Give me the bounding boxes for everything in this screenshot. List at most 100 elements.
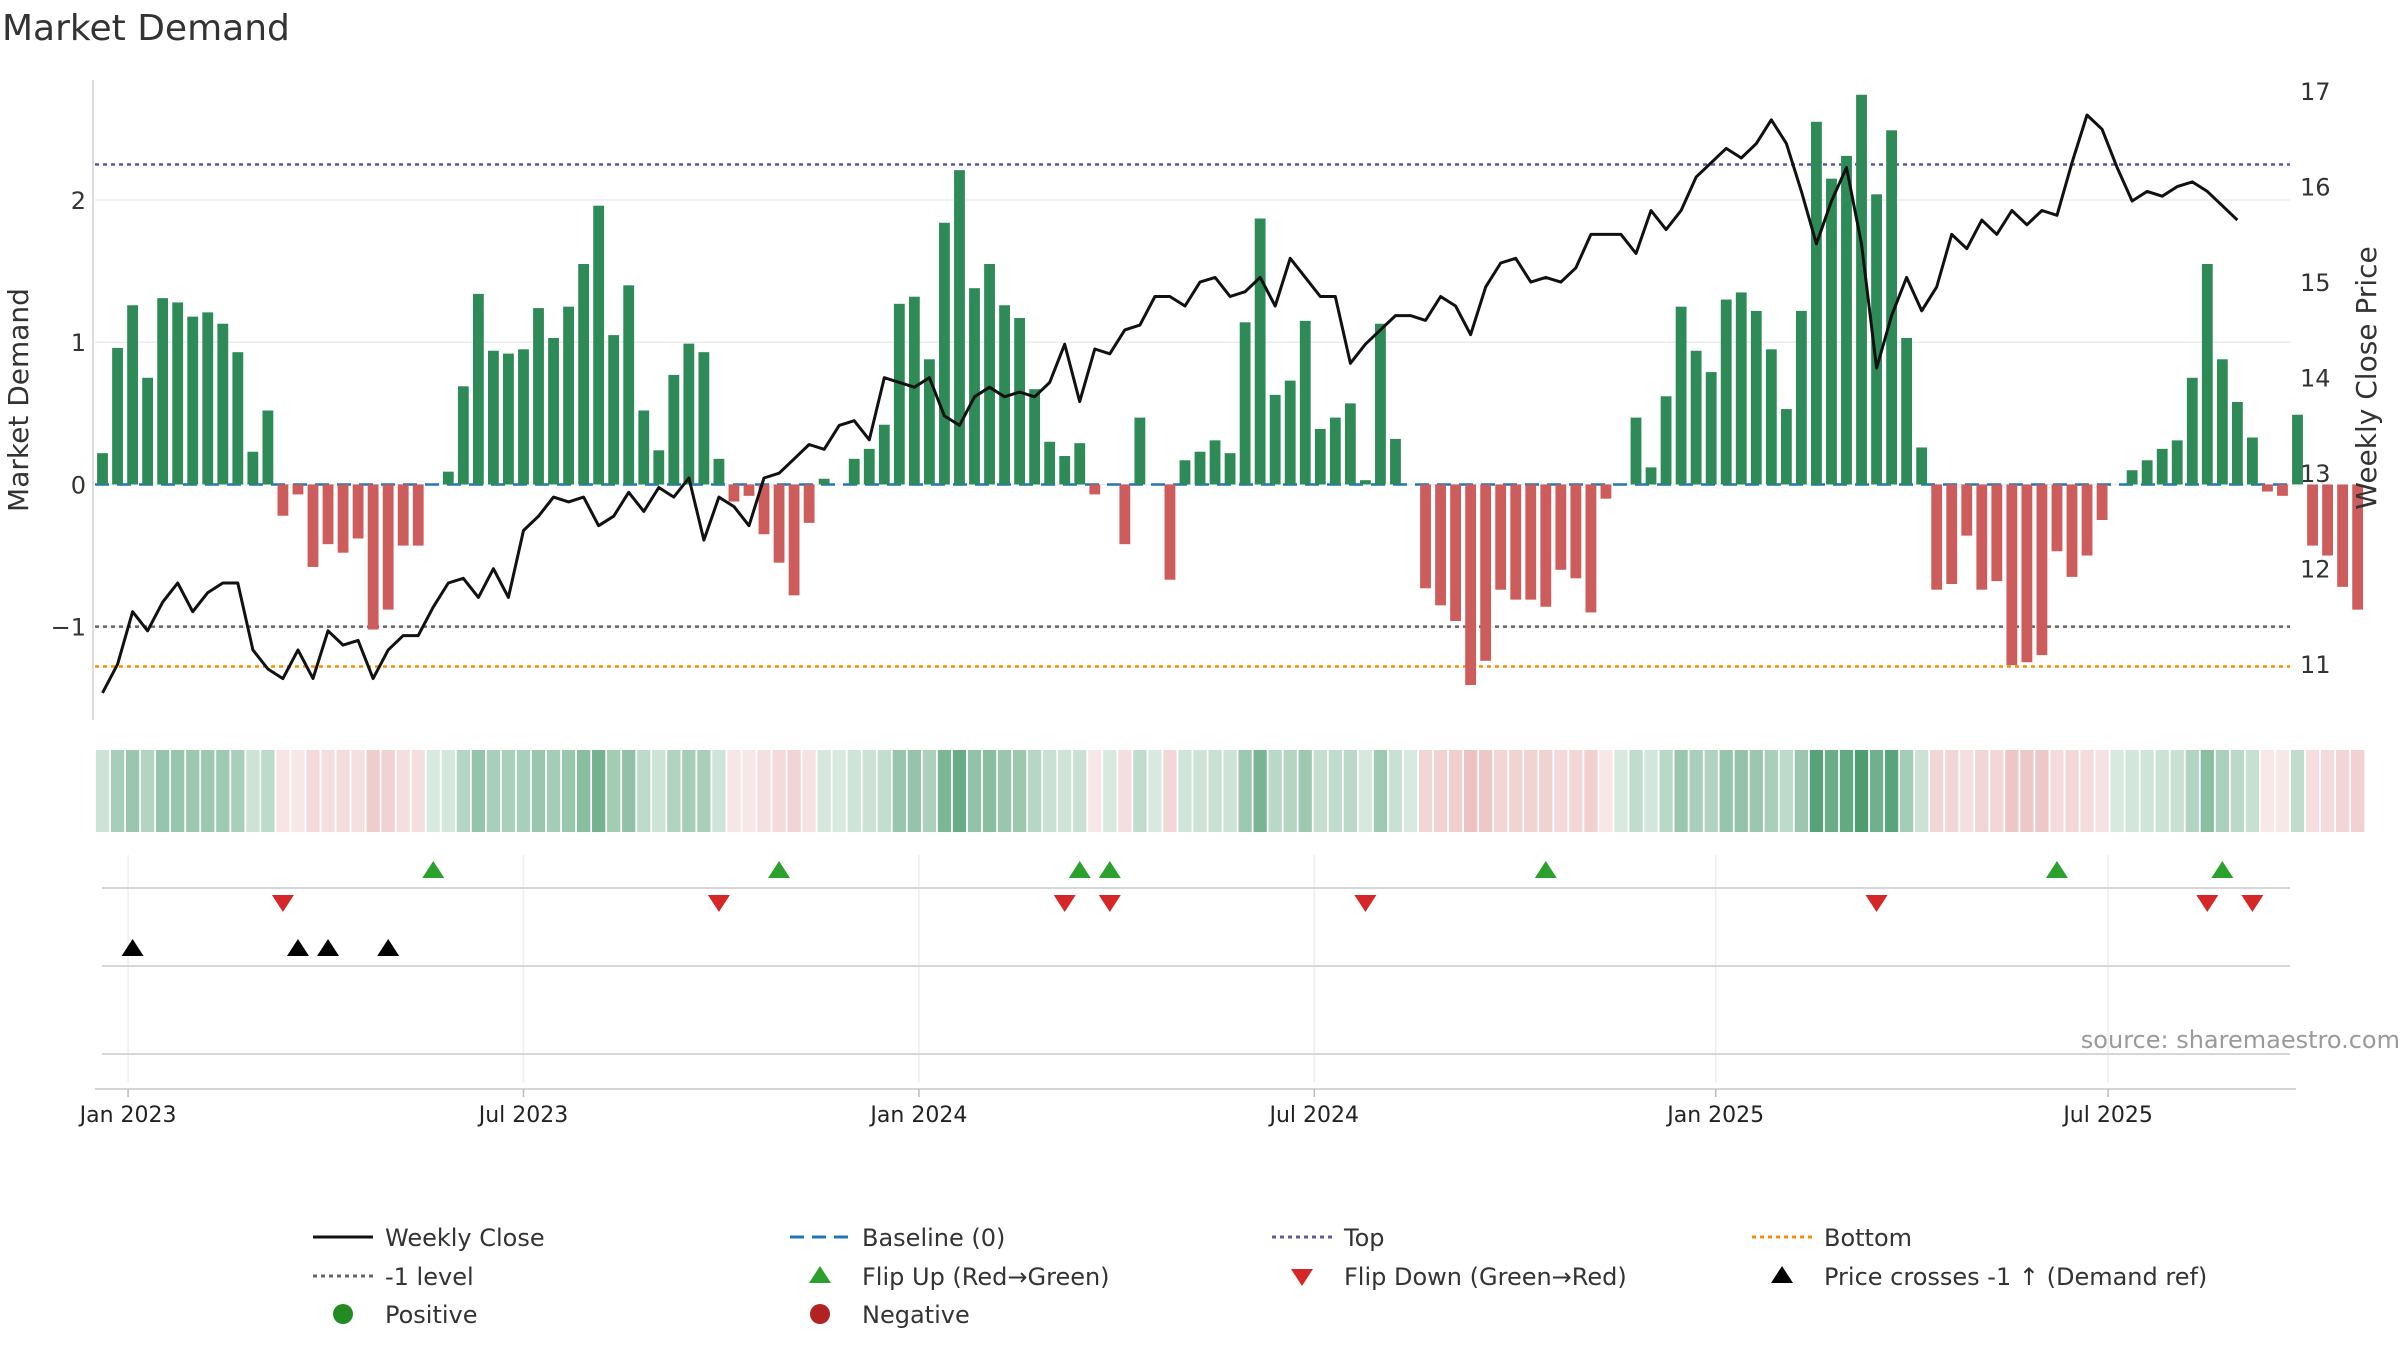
demand-heat-cell bbox=[456, 750, 470, 832]
date-tick-label: Jul 2025 bbox=[2061, 1103, 2153, 1128]
demand-heat-cell bbox=[937, 750, 952, 832]
demand-heat-cell bbox=[1058, 750, 1072, 832]
demand-bar-negative bbox=[2006, 484, 2018, 666]
demand-heat-cell bbox=[1328, 750, 1342, 832]
legend-label: Positive bbox=[385, 1301, 478, 1329]
demand-bar-negative bbox=[1119, 484, 1131, 545]
demand-heat-cell bbox=[1283, 750, 1297, 832]
demand-heat-cell bbox=[2320, 750, 2335, 832]
demand-heat-cell bbox=[1569, 750, 1583, 832]
flip-down-marker bbox=[1354, 895, 1377, 912]
flip-up-marker bbox=[2211, 861, 2234, 878]
demand-bar-positive bbox=[999, 305, 1010, 485]
demand-bar-positive bbox=[2156, 448, 2168, 485]
demand-bar-positive bbox=[1660, 396, 1672, 485]
demand-heat-cell bbox=[1734, 750, 1748, 832]
demand-heat-cell bbox=[1148, 750, 1162, 832]
y2-tick-label: 17 bbox=[2300, 78, 2331, 106]
demand-heat-cell bbox=[862, 750, 876, 832]
demand-bar-positive bbox=[1179, 460, 1191, 485]
demand-heat-cell bbox=[216, 750, 230, 832]
demand-bar-positive bbox=[262, 410, 274, 485]
demand-bar-positive bbox=[1780, 409, 1792, 485]
demand-heat-cell bbox=[637, 750, 651, 832]
demand-bar-negative bbox=[412, 484, 424, 546]
demand-bar-positive bbox=[1329, 417, 1341, 485]
date-tick-label: Jul 2024 bbox=[1268, 1103, 1360, 1128]
demand-heat-cell bbox=[1990, 750, 2004, 832]
demand-heat-cell bbox=[2185, 750, 2199, 832]
demand-bar-negative bbox=[2307, 484, 2318, 546]
demand-heat-cell bbox=[2230, 750, 2244, 832]
legend-swatch-positive bbox=[333, 1304, 353, 1324]
demand-bar-negative bbox=[1510, 484, 1522, 600]
demand-bar-negative bbox=[397, 484, 409, 546]
demand-bar-positive bbox=[638, 410, 650, 485]
demand-bar-positive bbox=[1299, 320, 1311, 485]
demand-bar-positive bbox=[1871, 194, 1882, 485]
demand-bar-negative bbox=[1450, 484, 1462, 621]
legend: Weekly Close Baseline (0) Top Bottom -1 leve… bbox=[313, 1224, 2207, 1329]
demand-heat-cell bbox=[471, 750, 485, 832]
legend-swatch-flip-down bbox=[1291, 1269, 1313, 1286]
demand-bar-positive bbox=[848, 458, 860, 485]
demand-heat-cell bbox=[1163, 750, 1177, 832]
demand-bar-negative bbox=[743, 484, 755, 496]
weekly-close-line bbox=[101, 113, 2239, 694]
demand-bar-positive bbox=[1675, 306, 1687, 485]
demand-bar-negative bbox=[2081, 484, 2093, 556]
demand-bars bbox=[97, 94, 2364, 685]
demand-bar-negative bbox=[758, 484, 770, 535]
demand-heat-cell bbox=[847, 750, 861, 832]
demand-bar-positive bbox=[683, 343, 695, 485]
demand-heat-cell bbox=[952, 750, 967, 832]
demand-heat-cell bbox=[1659, 750, 1673, 832]
demand-heat-cell bbox=[1028, 750, 1042, 832]
demand-bar-negative bbox=[1525, 484, 1537, 600]
demand-bar-negative bbox=[322, 484, 334, 545]
demand-heat-cell bbox=[667, 750, 681, 832]
demand-bar-positive bbox=[457, 386, 469, 485]
flip-down-marker bbox=[2196, 895, 2219, 912]
demand-bar-negative bbox=[1164, 484, 1176, 580]
demand-bar-positive bbox=[1705, 372, 1717, 485]
demand-heat-cell bbox=[967, 750, 982, 832]
demand-heat-cell bbox=[802, 750, 816, 832]
demand-bar-positive bbox=[1254, 218, 1266, 485]
demand-bar-positive bbox=[112, 347, 123, 485]
demand-bar-positive bbox=[157, 298, 169, 485]
demand-heat-cell bbox=[2336, 750, 2350, 832]
demand-bar-positive bbox=[908, 296, 920, 485]
gridlines bbox=[95, 199, 2290, 1082]
legend-item-price-cross: Price crosses -1 ↑ (Demand ref) bbox=[1771, 1263, 2207, 1291]
legend-label: Negative bbox=[862, 1301, 970, 1329]
demand-bar-positive bbox=[578, 264, 590, 485]
demand-heat-cell bbox=[1073, 750, 1087, 832]
demand-bar-positive bbox=[653, 450, 665, 485]
demand-bar-positive bbox=[593, 205, 605, 485]
legend-label: Price crosses -1 ↑ (Demand ref) bbox=[1824, 1263, 2207, 1291]
demand-bar-negative bbox=[2051, 484, 2063, 552]
demand-heat-cell bbox=[2005, 750, 2019, 832]
demand-heat-cell bbox=[321, 750, 335, 832]
demand-heat-cell bbox=[2155, 750, 2169, 832]
demand-heat-cell bbox=[561, 750, 576, 832]
demand-bar-positive bbox=[1134, 417, 1146, 485]
legend-label: Bottom bbox=[1824, 1224, 1912, 1252]
demand-heat-cell bbox=[501, 750, 516, 832]
demand-bar-positive bbox=[518, 349, 529, 485]
demand-heat-cell bbox=[1088, 750, 1102, 832]
demand-bar-negative bbox=[1931, 484, 1943, 590]
demand-heat-cell bbox=[426, 750, 440, 832]
demand-heat-cell bbox=[907, 750, 921, 832]
demand-heat-cell bbox=[2200, 750, 2214, 832]
demand-heat-cell bbox=[1884, 750, 1899, 832]
demand-heat-cell bbox=[877, 750, 891, 832]
demand-heat-cell bbox=[1839, 750, 1854, 832]
demand-bar-negative bbox=[2262, 484, 2273, 492]
demand-heat-cell bbox=[1012, 750, 1027, 832]
demand-bar-positive bbox=[623, 285, 635, 485]
demand-bar-negative bbox=[2036, 484, 2048, 656]
demand-heat-cell bbox=[1509, 750, 1523, 832]
